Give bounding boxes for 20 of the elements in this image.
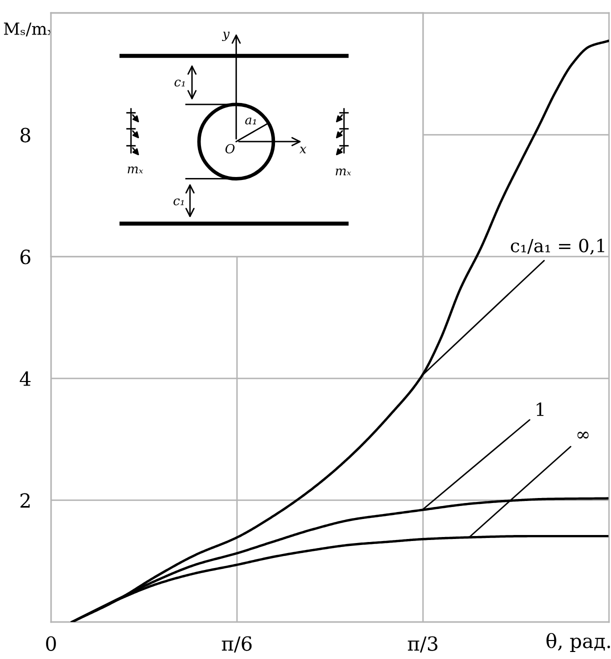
annotation: a₁ (245, 118, 256, 124)
annotation: mₓ (128, 166, 144, 174)
series-label: c₁/a₁ = 0,1 (510, 238, 604, 255)
y-tick-label: 8 (20, 128, 30, 142)
text: ∞ (577, 432, 589, 439)
y-tick-label: 2 (20, 493, 30, 508)
y-tick-label: 6 (20, 250, 30, 264)
x-tick-label: π/6 (222, 636, 252, 652)
annotation: y (222, 32, 230, 42)
text: 1 (536, 402, 544, 416)
x-tick-label: π/3 (408, 636, 438, 652)
annotation: c₁ (174, 198, 184, 206)
x-tick-label: 0 (46, 636, 56, 651)
x-axis-title: θ, рад. (546, 632, 610, 652)
annotation: c₁ (174, 80, 185, 87)
annotation: mₓ (336, 168, 352, 176)
y-axis-title: Mₛ/mₓ (4, 22, 54, 36)
annotation: O (225, 144, 235, 154)
annotation: x (300, 146, 306, 154)
y-tick-label: 4 (20, 371, 31, 386)
